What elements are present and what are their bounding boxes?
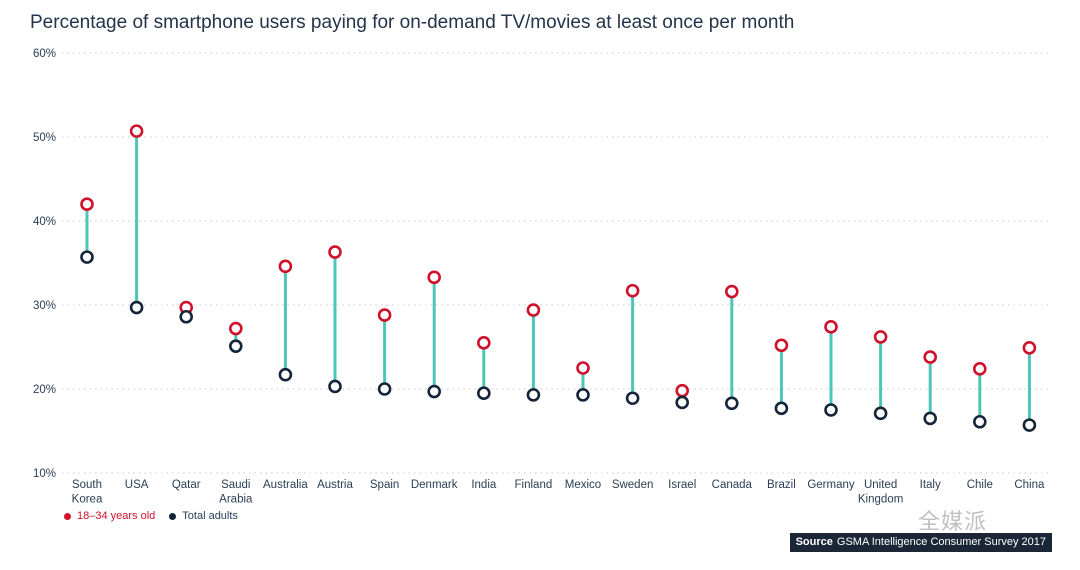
grid-layer bbox=[62, 52, 1052, 474]
y-tick-label: 50% bbox=[33, 132, 56, 144]
legend-item-young: 18–34 years old bbox=[64, 510, 155, 522]
x-category-label: Brazil bbox=[767, 479, 796, 491]
x-category-label: Korea bbox=[72, 494, 103, 506]
point-total-adults bbox=[824, 403, 838, 417]
y-tick-label: 20% bbox=[33, 384, 56, 396]
point-total-adults bbox=[625, 391, 640, 406]
x-axis-labels: South Korea USA Qatar Saudi Arabia Australia Au… bbox=[72, 479, 1045, 506]
x-category-label: Kingdom bbox=[858, 494, 903, 506]
point-total-adults bbox=[179, 309, 193, 324]
connector-layer bbox=[85, 131, 1031, 426]
point-18-34 bbox=[923, 350, 938, 364]
point-total-adults bbox=[129, 300, 144, 315]
x-category-label: China bbox=[1014, 479, 1045, 491]
x-category-label: USA bbox=[125, 479, 149, 491]
point-18-34 bbox=[278, 259, 293, 274]
point-total-adults bbox=[80, 250, 94, 264]
point-total-adults bbox=[923, 411, 938, 426]
x-category-label: Saudi bbox=[221, 479, 250, 491]
watermark: 全媒派 bbox=[918, 509, 988, 534]
point-total-adults bbox=[724, 396, 739, 411]
x-category-label: Sweden bbox=[612, 479, 654, 491]
x-category-label: Chile bbox=[967, 479, 993, 491]
point-total-adults bbox=[526, 388, 541, 402]
point-total-adults bbox=[873, 406, 888, 421]
point-18-34 bbox=[576, 361, 590, 375]
x-category-label: South bbox=[72, 479, 102, 491]
x-category-label: Spain bbox=[370, 479, 399, 491]
point-total-adults bbox=[476, 386, 491, 401]
x-category-label: Australia bbox=[263, 479, 308, 491]
point-total-adults bbox=[427, 384, 442, 399]
point-18-34 bbox=[724, 284, 739, 299]
x-category-label: Germany bbox=[807, 479, 855, 491]
point-total-adults bbox=[972, 414, 987, 429]
x-category-label: Finland bbox=[515, 479, 553, 491]
point-18-34 bbox=[774, 338, 789, 353]
point-18-34 bbox=[972, 362, 987, 376]
source-badge: Source GSMA Intelligence Consumer Survey … bbox=[789, 533, 1052, 552]
legend-adults-marker bbox=[169, 512, 177, 520]
point-total-adults bbox=[377, 382, 392, 396]
x-category-label: Qatar bbox=[172, 479, 201, 491]
y-axis-ticks: 10% 20% 30% 40% 50% 60% bbox=[33, 48, 56, 480]
point-18-34 bbox=[229, 321, 243, 336]
point-18-34 bbox=[80, 197, 94, 211]
point-18-34 bbox=[427, 270, 442, 285]
point-18-34 bbox=[873, 330, 888, 344]
point-total-adults bbox=[576, 388, 590, 402]
x-category-label: Italy bbox=[920, 479, 941, 491]
point-18-34 bbox=[476, 335, 491, 350]
point-total-adults bbox=[229, 339, 243, 353]
x-category-label: United bbox=[864, 479, 897, 491]
chart-title: Percentage of smartphone users paying fo… bbox=[30, 12, 795, 33]
legend-item-adults: Total adults bbox=[169, 510, 238, 522]
point-18-34 bbox=[625, 283, 640, 298]
point-18-34 bbox=[129, 124, 144, 138]
x-category-label: Austria bbox=[317, 479, 353, 491]
legend-adults-label: Total adults bbox=[182, 510, 238, 522]
x-category-label: Arabia bbox=[219, 494, 253, 506]
source-label: Source bbox=[795, 536, 833, 548]
point-18-34 bbox=[1022, 341, 1037, 355]
point-18-34 bbox=[824, 320, 838, 334]
point-18-34 bbox=[377, 308, 392, 322]
point-total-adults bbox=[328, 379, 342, 394]
x-category-label: Israel bbox=[668, 479, 696, 491]
point-18-34 bbox=[526, 303, 541, 317]
x-category-label: Denmark bbox=[411, 479, 458, 491]
point-total-adults bbox=[278, 367, 293, 382]
point-18-34 bbox=[675, 383, 690, 398]
y-tick-label: 30% bbox=[33, 300, 56, 312]
x-category-label: India bbox=[471, 479, 497, 491]
x-category-label: Mexico bbox=[565, 479, 601, 491]
legend-young-marker bbox=[64, 512, 71, 520]
y-tick-label: 40% bbox=[33, 216, 56, 228]
x-category-label: Canada bbox=[712, 479, 753, 491]
point-layer bbox=[80, 124, 1037, 432]
point-total-adults bbox=[1022, 418, 1037, 432]
y-tick-label: 60% bbox=[33, 48, 56, 60]
point-18-34 bbox=[328, 245, 342, 259]
y-tick-label: 10% bbox=[33, 468, 56, 480]
legend: 18–34 years old Total adults bbox=[64, 510, 238, 522]
point-total-adults bbox=[675, 395, 690, 410]
point-total-adults bbox=[774, 401, 789, 416]
source-text: GSMA Intelligence Consumer Survey 2017 bbox=[836, 536, 1046, 548]
legend-young-label: 18–34 years old bbox=[77, 510, 156, 522]
